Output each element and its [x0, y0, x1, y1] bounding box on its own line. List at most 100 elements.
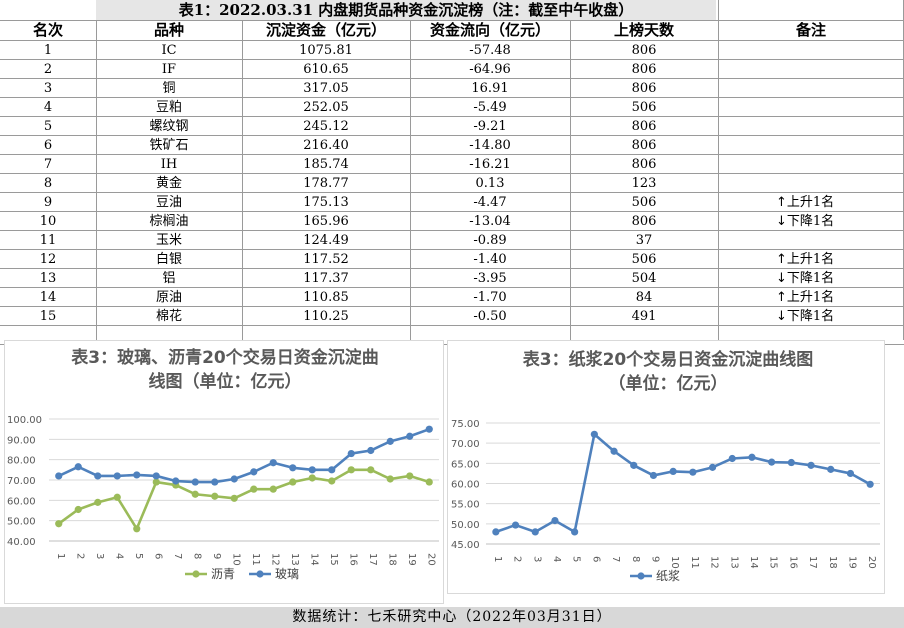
table-cell-fund: 117.52 — [303, 252, 349, 267]
x-tick-label: 1 — [55, 553, 66, 559]
table-cell-rank: 3 — [43, 81, 53, 96]
x-tick-label: 7 — [610, 556, 621, 562]
data-point — [367, 446, 375, 455]
table-row-line — [0, 325, 904, 326]
data-point — [328, 477, 336, 485]
y-tick-label: 65.00 — [451, 459, 480, 470]
y-tick-label: 80.00 — [7, 456, 36, 467]
table-cell-days: 123 — [631, 176, 657, 191]
x-tick-label: 15 — [768, 556, 779, 569]
table-cell-note: ↑上升1名 — [776, 250, 866, 269]
data-point — [367, 466, 375, 474]
table-cell-flow: -1.40 — [473, 252, 507, 267]
table-col-line — [570, 0, 571, 340]
table-col-line — [718, 0, 719, 340]
table-cell-flow: -14.80 — [469, 138, 511, 153]
data-point — [610, 447, 618, 455]
data-point — [649, 471, 658, 480]
table-cell-rank: 15 — [39, 309, 57, 324]
x-tick-label: 5 — [571, 556, 582, 562]
table-row-line — [0, 192, 904, 193]
x-tick-label: 2 — [512, 556, 523, 562]
data-point — [425, 478, 433, 486]
table-cell-days: 506 — [631, 100, 657, 115]
data-point — [211, 492, 219, 500]
x-tick-label: 19 — [846, 556, 857, 569]
x-tick-label: 14 — [748, 556, 759, 569]
table-row: 5 螺纹钢 245.12 -9.21 806 — [0, 117, 904, 136]
table-row-line — [0, 116, 904, 117]
table-cell-flow: -9.21 — [473, 119, 507, 134]
data-point — [152, 472, 160, 480]
table-cell-days: 806 — [631, 43, 657, 58]
x-tick-label: 3 — [94, 553, 105, 559]
table-col-line — [242, 0, 243, 340]
table-header-cell: 资金流向（亿元） — [429, 21, 550, 39]
x-tick-label: 15 — [328, 553, 339, 566]
data-point — [269, 459, 277, 467]
table-cell-flow: -0.50 — [473, 309, 507, 324]
x-tick-label: 11 — [250, 553, 261, 566]
legend-marker — [192, 570, 200, 578]
arrow-down-icon: ↓ — [776, 309, 787, 324]
table-row-line — [0, 230, 904, 231]
data-point — [492, 528, 500, 536]
data-point — [152, 478, 160, 486]
legend-label: 玻璃 — [275, 567, 299, 581]
y-tick-label: 50.00 — [7, 517, 36, 528]
table-row: 3 铜 317.05 16.91 806 — [0, 79, 904, 98]
table-cell-days: 806 — [631, 119, 657, 134]
table-row-line — [0, 20, 904, 21]
table-cell-rank: 11 — [39, 233, 57, 248]
legend-label: 纸浆 — [656, 568, 680, 583]
table-cell-rank: 8 — [43, 176, 53, 191]
y-tick-label: 40.00 — [7, 537, 36, 548]
data-point — [406, 472, 414, 480]
table-cell-name: 玉米 — [155, 233, 182, 248]
table-cell-flow: -13.04 — [469, 214, 511, 229]
chart-title: 表3：玻璃、沥青20个交易日资金沉淀曲 — [71, 347, 379, 368]
data-point — [113, 493, 121, 501]
data-point — [250, 485, 258, 493]
table-cell-fund: 216.40 — [303, 138, 349, 153]
data-point — [94, 498, 102, 506]
x-tick-label: 17 — [807, 556, 818, 569]
table-cell-flow: 0.13 — [475, 176, 505, 191]
table-cell-flow: -5.49 — [473, 100, 507, 115]
y-tick-label: 90.00 — [7, 435, 36, 446]
table-cell-fund: 124.49 — [303, 233, 349, 248]
arrow-up-icon: ↑ — [776, 252, 787, 267]
table-header-cell: 上榜天数 — [613, 21, 674, 39]
note-text: 下降1名 — [786, 214, 835, 229]
data-point — [807, 461, 815, 469]
table-cell-fund: 117.37 — [303, 271, 349, 286]
note-text: 上升1名 — [786, 252, 835, 267]
x-tick-label: 2 — [74, 553, 85, 559]
data-point — [55, 472, 63, 480]
table-cell-name: 白银 — [155, 252, 182, 267]
table-cell-name: 铜 — [162, 81, 176, 96]
table-cell-rank: 5 — [43, 119, 53, 134]
table-row: 7 IH 185.74 -16.21 806 — [0, 155, 904, 174]
table-cell-days: 806 — [631, 62, 657, 77]
x-tick-label: 12 — [709, 556, 720, 569]
table-cell-name: 铁矿石 — [149, 138, 189, 153]
chart-pulp: 表3：纸浆20个交易日资金沉淀曲线图 （单位：亿元） 45.00 50.00 55.00… — [447, 340, 885, 594]
data-point — [386, 437, 394, 445]
table-cell-rank: 2 — [43, 62, 53, 77]
table-cell-fund: 1075.81 — [299, 43, 353, 58]
table-header-cell: 备注 — [795, 21, 826, 39]
table-cell-fund: 178.77 — [303, 176, 349, 191]
data-point — [328, 466, 336, 474]
note-text: 上升1名 — [786, 195, 835, 210]
table-cell-flow: -57.48 — [469, 43, 511, 58]
table-row-line — [0, 287, 904, 288]
x-tick-label: 14 — [308, 553, 319, 566]
data-point — [191, 478, 199, 486]
table-cell-flow: -16.21 — [469, 157, 511, 172]
chart-title: 线图（单位：亿元） — [149, 371, 302, 392]
data-point — [308, 474, 316, 482]
data-point — [590, 430, 598, 438]
table-cell-note: ↑上升1名 — [776, 288, 866, 307]
data-point — [308, 466, 316, 474]
